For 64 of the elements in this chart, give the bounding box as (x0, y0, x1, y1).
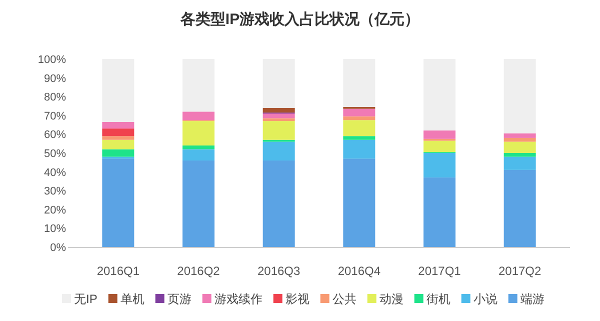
bar (182, 112, 214, 120)
bar (343, 59, 376, 107)
bar (182, 59, 214, 112)
bar (182, 149, 214, 161)
bar (262, 108, 295, 113)
legend-label: 游戏续作 (214, 292, 262, 306)
y-tick-label: 30% (44, 186, 66, 198)
bar (343, 140, 376, 159)
bar (424, 140, 456, 152)
y-tick-label: 50% (44, 148, 66, 160)
bar (504, 153, 536, 157)
bar (182, 160, 214, 247)
bar (343, 116, 376, 120)
bar (262, 142, 295, 161)
bar (424, 130, 456, 139)
bar (102, 140, 134, 150)
bar (424, 59, 456, 130)
legend-label: 影视 (285, 292, 310, 306)
y-tick-label: 100% (38, 54, 66, 66)
bar (102, 149, 134, 157)
y-tick-label: 80% (44, 92, 66, 104)
bar (262, 121, 295, 140)
y-tick-label: 20% (44, 204, 66, 216)
x-tick-label: 2016Q2 (177, 264, 220, 278)
x-tick-label: 2017Q1 (418, 264, 462, 278)
bar (262, 59, 295, 108)
bar (262, 160, 295, 247)
y-tick-label: 70% (44, 110, 66, 122)
bar (262, 114, 295, 118)
legend-label: 公共 (332, 292, 356, 306)
bar (504, 156, 536, 170)
legend-label: 小说 (473, 292, 498, 306)
legend-label: 动漫 (379, 292, 404, 306)
x-tick-label: 2016Q1 (96, 264, 140, 278)
chart-title: 各类型IP游戏收入占比状况（亿元） (179, 11, 420, 28)
y-tick-label: 40% (44, 166, 66, 179)
bar (424, 177, 456, 247)
legend-label: 无IP (74, 292, 98, 306)
y-tick-label: 90% (44, 72, 66, 85)
bar (262, 118, 295, 122)
bar (504, 138, 536, 142)
bar (504, 133, 536, 138)
bar (182, 145, 214, 150)
bar (102, 158, 134, 247)
x-tick-label: 2016Q3 (257, 264, 301, 278)
y-tick-label: 10% (44, 223, 66, 236)
bar (504, 59, 536, 134)
bar (343, 108, 376, 116)
bar (102, 59, 134, 122)
x-tick-label: 2016Q4 (338, 264, 381, 278)
legend-label: 街机 (426, 292, 450, 306)
x-tick-label: 2017Q2 (498, 264, 542, 278)
bar (343, 136, 376, 140)
bar (504, 170, 536, 247)
bar (182, 121, 214, 146)
y-tick-label: 60% (44, 129, 66, 142)
bar (504, 142, 536, 153)
legend-label: 端游 (520, 292, 544, 306)
legend-label: 单机 (120, 292, 144, 306)
bar (343, 120, 376, 136)
legend-label: 页游 (167, 292, 192, 306)
bar (343, 158, 376, 247)
bar (424, 153, 456, 178)
y-tick-label: 0% (50, 242, 66, 254)
